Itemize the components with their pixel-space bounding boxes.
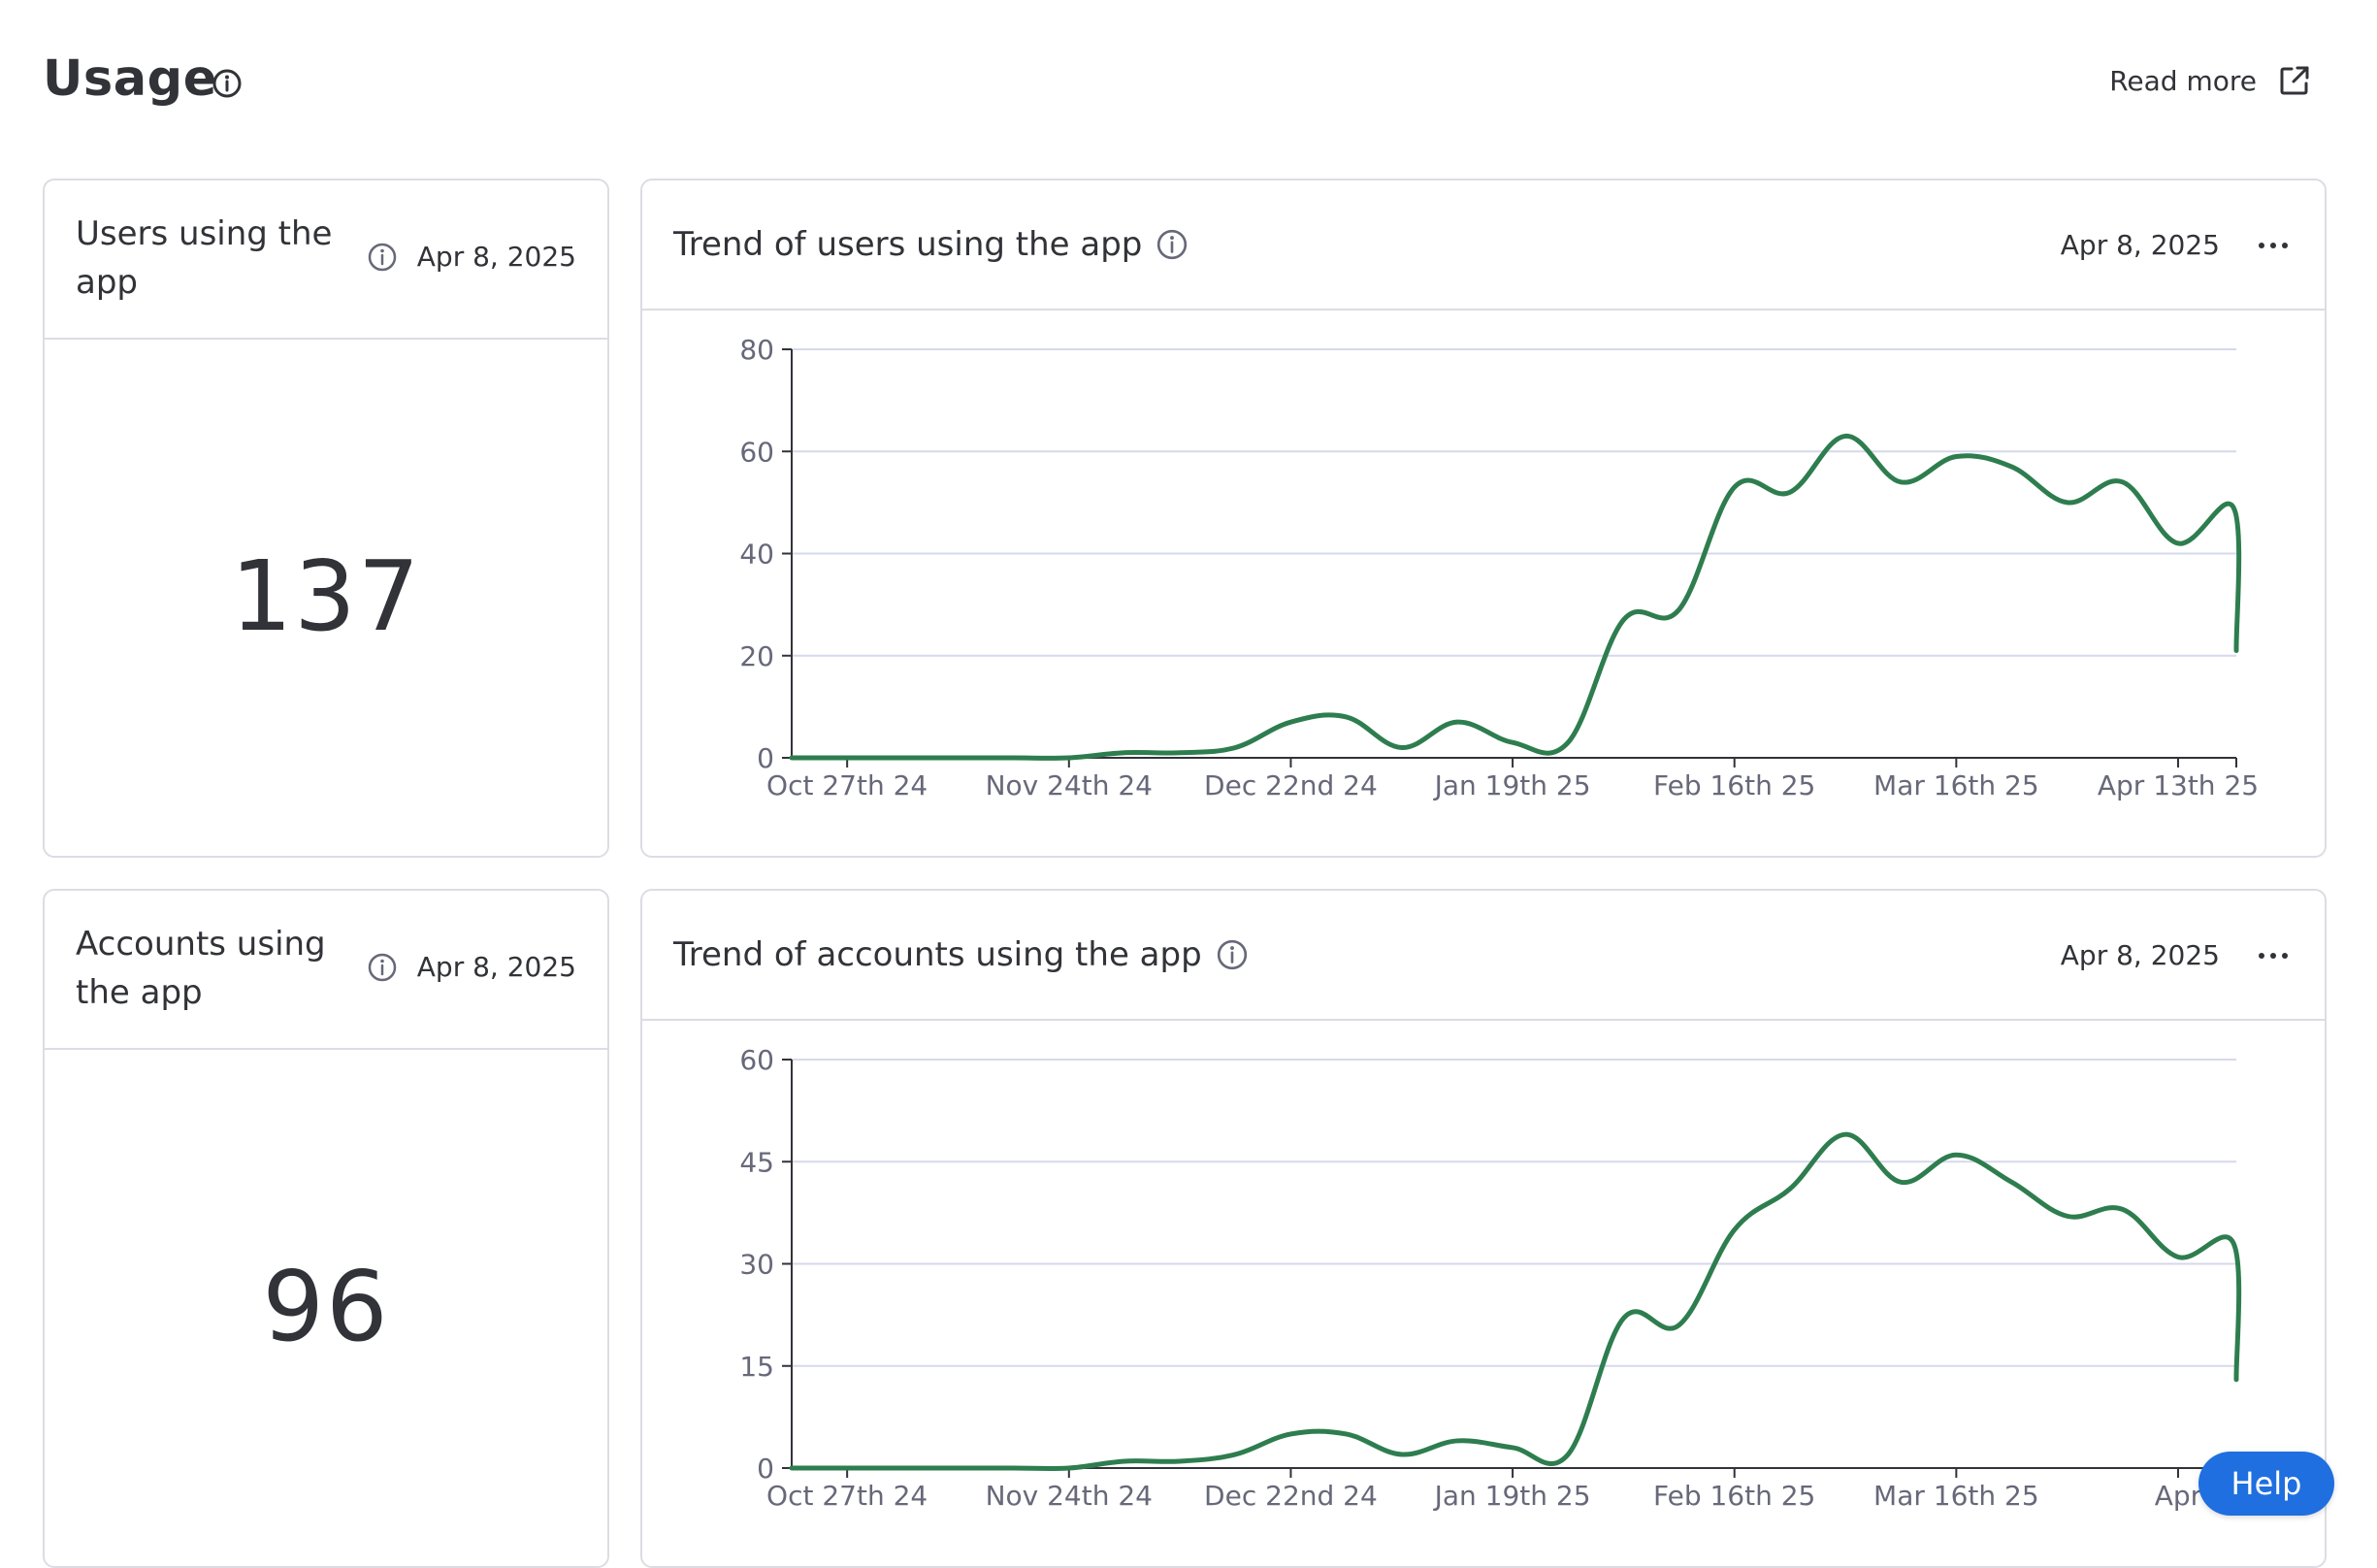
users-kpi-card: Users using the app Apr 8, 2025 137 bbox=[43, 179, 609, 858]
x-tick-label: Apr 13th 25 bbox=[2098, 769, 2259, 801]
series-line bbox=[789, 1131, 2242, 1472]
y-tick-label: 0 bbox=[757, 1453, 774, 1485]
x-tick-label: Feb 16th 25 bbox=[1653, 769, 1815, 801]
y-tick-label: 20 bbox=[739, 640, 774, 672]
trend-title-group: Trend of accounts using the app bbox=[673, 935, 1249, 974]
read-more-link[interactable]: Read more bbox=[2109, 64, 2311, 97]
y-tick-label: 15 bbox=[739, 1351, 774, 1383]
accounts-kpi-card: Accounts using the app Apr 8, 2025 96 bbox=[43, 889, 609, 1568]
info-circle-icon[interactable] bbox=[212, 68, 243, 99]
kpi-date-group: Apr 8, 2025 bbox=[367, 951, 576, 983]
y-tick-label: 60 bbox=[739, 1044, 774, 1076]
read-more-label: Read more bbox=[2109, 64, 2257, 97]
info-circle-icon[interactable] bbox=[1216, 938, 1249, 971]
kpi-date-group: Apr 8, 2025 bbox=[367, 241, 576, 273]
more-dots-icon[interactable] bbox=[2253, 947, 2294, 964]
x-tick-label: Dec 22nd 24 bbox=[1204, 1480, 1378, 1512]
trend-card-header: Trend of accounts using the app Apr 8, 2… bbox=[642, 891, 2325, 1021]
x-tick-label: Mar 16th 25 bbox=[1873, 769, 2039, 801]
trend-date: Apr 8, 2025 bbox=[2060, 939, 2220, 971]
y-tick-label: 45 bbox=[739, 1146, 774, 1178]
info-circle-icon[interactable] bbox=[367, 242, 398, 273]
x-tick-label: Jan 19th 25 bbox=[1433, 769, 1591, 801]
users-trend-card: Trend of users using the app Apr 8, 2025… bbox=[640, 179, 2327, 858]
accounts-trend-chart: 0 15 30 45 60 Oct 27th 24 Nov 24th 24 Dec 22nd … bbox=[739, 1044, 2242, 1512]
trend-title: Trend of accounts using the app bbox=[673, 935, 1202, 974]
kpi-date: Apr 8, 2025 bbox=[416, 241, 576, 273]
more-dots-icon[interactable] bbox=[2253, 237, 2294, 254]
kpi-date: Apr 8, 2025 bbox=[416, 951, 576, 983]
x-tick-label: Jan 19th 25 bbox=[1433, 1480, 1591, 1512]
kpi-title: Accounts using the app bbox=[76, 925, 326, 1012]
x-tick-label: Mar 16th 25 bbox=[1873, 1480, 2039, 1512]
x-tick-label: Oct 27th 24 bbox=[766, 769, 928, 801]
x-tick-label: Nov 24th 24 bbox=[986, 769, 1153, 801]
users-trend-chart: 0 20 40 60 80 Oct 27th 24 Nov 24th 24 Dec 22nd … bbox=[739, 334, 2259, 801]
help-button[interactable]: Help bbox=[2198, 1452, 2334, 1516]
trend-card-header: Trend of users using the app Apr 8, 2025 bbox=[642, 180, 2325, 310]
accounts-trend-card: Trend of accounts using the app Apr 8, 2… bbox=[640, 889, 2327, 1568]
info-circle-icon[interactable] bbox=[1156, 228, 1188, 261]
external-link-icon bbox=[2280, 66, 2309, 95]
x-tick-label: Oct 27th 24 bbox=[766, 1480, 928, 1512]
y-tick-label: 30 bbox=[739, 1249, 774, 1281]
trend-date: Apr 8, 2025 bbox=[2060, 229, 2220, 261]
kpi-value: 137 bbox=[230, 539, 422, 653]
page-title: Usage bbox=[43, 50, 217, 108]
x-tick-label: Feb 16th 25 bbox=[1653, 1480, 1815, 1512]
info-circle-icon[interactable] bbox=[367, 952, 398, 983]
kpi-card-header: Users using the app Apr 8, 2025 bbox=[45, 180, 607, 340]
x-tick-label: Dec 22nd 24 bbox=[1204, 769, 1378, 801]
kpi-title: Users using the app bbox=[76, 214, 333, 302]
trend-date-group: Apr 8, 2025 bbox=[2061, 229, 2294, 261]
y-tick-label: 40 bbox=[739, 539, 774, 571]
kpi-card-header: Accounts using the app Apr 8, 2025 bbox=[45, 891, 607, 1050]
x-tick-label: Nov 24th 24 bbox=[986, 1480, 1153, 1512]
trend-title-group: Trend of users using the app bbox=[673, 225, 1188, 264]
series-line bbox=[789, 433, 2242, 761]
y-tick-label: 80 bbox=[739, 334, 774, 366]
trend-date-group: Apr 8, 2025 bbox=[2061, 939, 2294, 971]
x-tick-label: Apr bbox=[2155, 1480, 2202, 1512]
y-tick-label: 60 bbox=[739, 436, 774, 468]
kpi-value: 96 bbox=[262, 1250, 390, 1363]
y-tick-label: 0 bbox=[757, 742, 774, 774]
trend-title: Trend of users using the app bbox=[673, 225, 1143, 264]
